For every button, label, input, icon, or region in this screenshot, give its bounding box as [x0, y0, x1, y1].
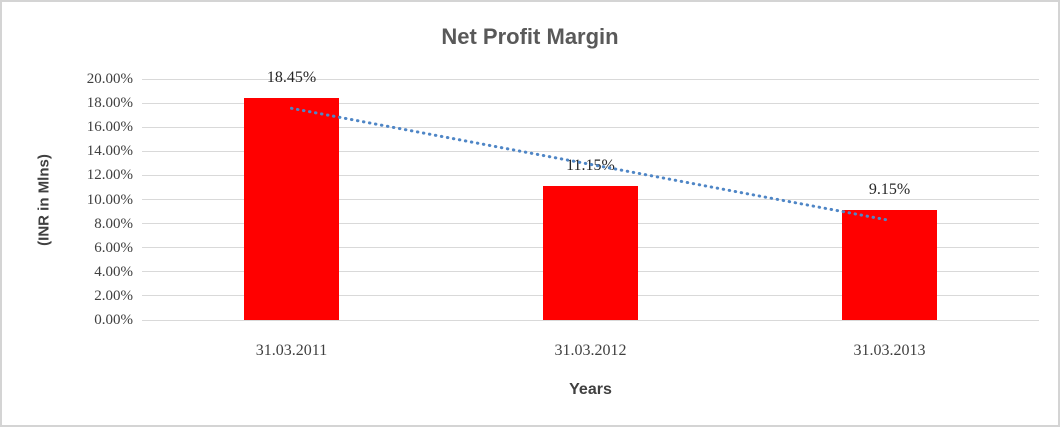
- x-axis-title: Years: [569, 381, 612, 398]
- bar: [842, 209, 937, 320]
- x-axis-tick-label: 31.03.2012: [554, 342, 627, 359]
- y-axis-tick-label: 0.00%: [94, 312, 133, 328]
- trendline-svg: [290, 106, 891, 222]
- y-axis-tick-label: 4.00%: [94, 263, 133, 280]
- chart-title: Net Profit Margin: [441, 24, 619, 49]
- gridline: [142, 126, 1039, 128]
- x-axis-tick-label: 31.03.2011: [255, 342, 328, 359]
- gridline: [142, 78, 1039, 80]
- y-axis-tick-label: 6.00%: [94, 239, 133, 256]
- y-axis-tick-label: 12.00%: [86, 167, 133, 184]
- y-axis-tick-label: 2.00%: [94, 287, 133, 304]
- x-axis-tick-label: 31.03.2013: [853, 342, 926, 359]
- plot-area: 18.45%11.15%9.15%: [142, 69, 1039, 321]
- y-axis-tick-label: 16.00%: [86, 119, 133, 136]
- y-axis-tick-label: 14.00%: [86, 143, 133, 160]
- bar-value-label: 18.45%: [266, 68, 317, 86]
- gridline: [142, 174, 1039, 176]
- gridline: [142, 102, 1039, 104]
- gridline: [142, 319, 1039, 321]
- y-axis-tick-label: 10.00%: [86, 191, 133, 208]
- y-axis-tick-label: 8.00%: [94, 215, 133, 232]
- bar: [244, 97, 339, 320]
- gridline: [142, 150, 1039, 152]
- y-axis-tick-label: 18.00%: [86, 95, 133, 112]
- bar: [543, 185, 638, 320]
- bar-value-label: 9.15%: [868, 180, 911, 198]
- trendline: [290, 106, 891, 222]
- y-axis-tick-label: 20.00%: [86, 71, 133, 87]
